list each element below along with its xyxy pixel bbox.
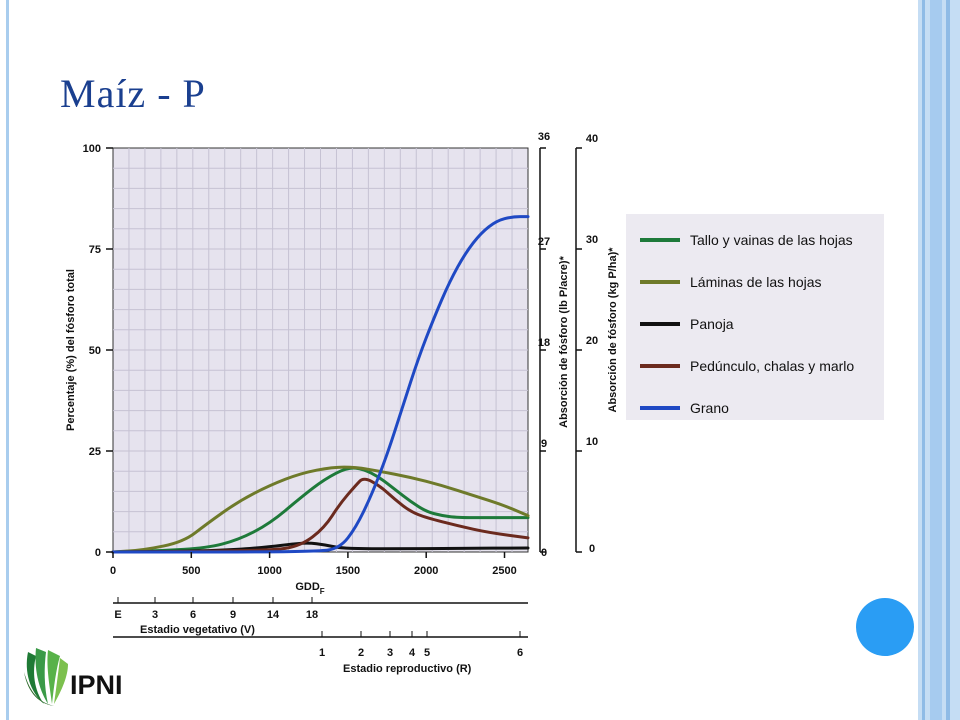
logo-text: IPNI bbox=[70, 670, 123, 700]
y3-tick-label: 30 bbox=[586, 234, 598, 246]
frame-right-stripe-2 bbox=[930, 0, 942, 720]
y3-tick-label: 10 bbox=[586, 436, 598, 448]
y-axis-ticks: 0 25 50 75 100 bbox=[83, 143, 113, 559]
leaf-icon bbox=[24, 648, 68, 706]
x-tick-label: 1500 bbox=[336, 565, 360, 577]
legend-label: Tallo y vainas de las hojas bbox=[690, 232, 853, 248]
reproductive-stage-label: Estadio reproductivo (R) bbox=[343, 663, 472, 675]
slide-title: Maíz - P bbox=[60, 71, 206, 116]
y3-tick-label: 20 bbox=[586, 335, 598, 347]
legend-box bbox=[626, 214, 884, 420]
x-axis-label: GDDF bbox=[295, 581, 324, 596]
x-axis-label-main: GDD bbox=[295, 581, 320, 593]
vegetative-tick-label: E bbox=[114, 609, 121, 621]
vegetative-tick-label: 9 bbox=[230, 609, 236, 621]
y2-axis-ticks: 0 9 18 27 36 bbox=[538, 131, 550, 559]
legend-label: Panoja bbox=[690, 316, 734, 332]
reproductive-tick-label: 3 bbox=[387, 647, 393, 659]
y3-axis-ticks: 0 10 20 30 40 bbox=[576, 133, 598, 555]
vegetative-tick-label: 6 bbox=[190, 609, 196, 621]
series-line-grano bbox=[111, 215, 530, 554]
ipni-logo: IPNI bbox=[22, 642, 152, 712]
vegetative-stage-ticks: E 3 6 9 14 18 bbox=[114, 597, 318, 621]
series-line-l-minas-de-las-hojas bbox=[111, 465, 530, 554]
frame-right-stripe-1 bbox=[922, 0, 925, 720]
y2-tick-label: 0 bbox=[541, 547, 547, 559]
reproductive-tick-label: 6 bbox=[517, 647, 523, 659]
legend-label: Láminas de las hojas bbox=[690, 274, 822, 290]
y-tick-label: 50 bbox=[89, 345, 101, 357]
y-tick-label: 25 bbox=[89, 446, 101, 458]
series-line-ped-nculo-chalas-y-marlo bbox=[111, 477, 530, 554]
x-tick-label: 2000 bbox=[414, 565, 438, 577]
x-axis-label-sub: F bbox=[320, 587, 325, 596]
y2-tick-label: 36 bbox=[538, 131, 550, 143]
x-tick-label: 500 bbox=[182, 565, 200, 577]
y2-tick-label: 18 bbox=[538, 337, 550, 349]
reproductive-tick-label: 1 bbox=[319, 647, 325, 659]
x-tick-label: 0 bbox=[110, 565, 116, 577]
x-tick-label: 1000 bbox=[257, 565, 281, 577]
reproductive-tick-label: 4 bbox=[409, 647, 416, 659]
y2-tick-label: 27 bbox=[538, 236, 550, 248]
frame-left-border bbox=[6, 0, 9, 720]
reproductive-tick-label: 2 bbox=[358, 647, 364, 659]
vegetative-tick-label: 18 bbox=[306, 609, 318, 621]
y-tick-label: 0 bbox=[95, 547, 101, 559]
legend-label: Pedúnculo, chalas y marlo bbox=[690, 358, 854, 374]
y3-axis-label: Absorción de fósforo (kg P/ha)* bbox=[607, 247, 619, 413]
vegetative-tick-label: 14 bbox=[267, 609, 280, 621]
vegetative-stage-label: Estadio vegetativo (V) bbox=[140, 624, 255, 636]
y3-tick-label: 0 bbox=[589, 543, 595, 555]
decorative-blue-circle bbox=[856, 598, 914, 656]
legend-label: Grano bbox=[690, 400, 729, 416]
y3-tick-label: 40 bbox=[586, 133, 598, 145]
vegetative-tick-label: 3 bbox=[152, 609, 158, 621]
frame-right-stripe-3 bbox=[946, 0, 950, 720]
reproductive-tick-label: 5 bbox=[424, 647, 430, 659]
series-group bbox=[111, 215, 530, 554]
grid bbox=[113, 148, 528, 552]
y-tick-label: 100 bbox=[83, 143, 101, 155]
x-tick-label: 2500 bbox=[492, 565, 516, 577]
y-tick-label: 75 bbox=[89, 244, 101, 256]
y2-tick-label: 9 bbox=[541, 438, 547, 450]
legend: Tallo y vainas de las hojas Láminas de la… bbox=[640, 232, 854, 416]
y2-axis-label: Absorción de fósforo (lb P/acre)* bbox=[558, 255, 570, 427]
y-axis-label: Percentaje (%) del fósforo total bbox=[65, 269, 77, 431]
x-axis-ticks: 0 500 1000 1500 2000 2500 bbox=[110, 552, 517, 577]
